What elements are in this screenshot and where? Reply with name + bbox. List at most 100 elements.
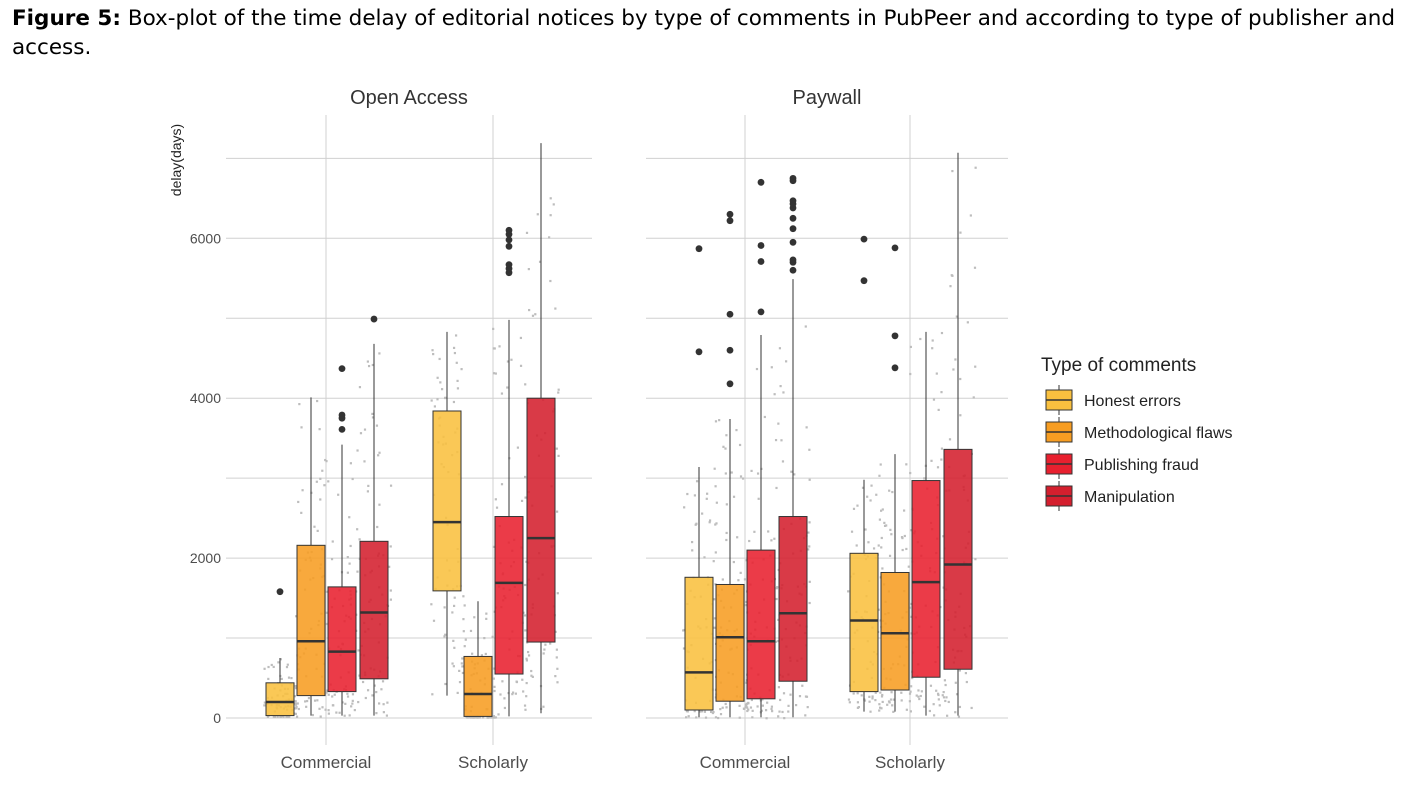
jitter-point: [492, 327, 495, 331]
jitter-point: [923, 705, 926, 708]
box-methodological-flaws: [463, 601, 493, 717]
jitter-point: [290, 677, 293, 680]
outlier-point: [789, 225, 797, 233]
jitter-point: [556, 681, 559, 684]
jitter-point: [946, 714, 949, 717]
jitter-point: [305, 705, 308, 708]
jitter-point: [750, 698, 753, 702]
outlier-point: [789, 174, 797, 182]
jitter-point: [890, 691, 893, 694]
box-iqr: [265, 682, 295, 717]
jitter-point: [525, 681, 528, 685]
box-methodological-flaws: [880, 244, 910, 712]
jitter-point: [765, 717, 768, 720]
jitter-point: [511, 691, 515, 694]
jitter-point: [516, 446, 520, 449]
jitter-point: [494, 372, 497, 375]
jitter-point: [466, 716, 469, 719]
jitter-point: [263, 701, 266, 704]
jitter-point: [856, 701, 860, 704]
jitter-point: [869, 499, 872, 502]
box-iqr: [778, 516, 808, 682]
jitter-point: [867, 541, 870, 544]
outlier-point: [891, 332, 899, 340]
jitter-point: [725, 503, 728, 506]
jitter-point: [874, 691, 877, 694]
jitter-point: [763, 415, 766, 419]
jitter-point: [555, 656, 558, 659]
jitter-point: [777, 686, 781, 689]
jitter-point: [775, 486, 778, 490]
jitter-point: [735, 428, 738, 432]
jitter-point: [714, 716, 718, 719]
outlier-point: [757, 242, 765, 249]
jitter-point: [348, 516, 351, 519]
box-methodological-flaws: [296, 397, 326, 716]
jitter-point: [525, 560, 528, 563]
jitter-point: [335, 711, 338, 714]
jitter-point: [903, 509, 906, 512]
jitter-point: [892, 698, 895, 701]
jitter-point: [966, 321, 969, 324]
jitter-point: [777, 618, 780, 621]
jitter-point: [869, 710, 872, 713]
jitter-point: [263, 667, 266, 670]
jitter-point: [880, 695, 884, 698]
jitter-point: [351, 702, 354, 705]
jitter-point: [380, 688, 383, 691]
box-manipulation: [943, 152, 973, 716]
jitter-point: [780, 439, 783, 442]
jitter-point: [881, 693, 884, 697]
jitter-point: [808, 478, 811, 481]
jitter-point: [389, 598, 392, 601]
jitter-point: [685, 716, 688, 719]
jitter-point: [793, 473, 796, 476]
jitter-point: [879, 691, 882, 694]
jitter-point: [787, 710, 790, 713]
y-tick-label: 4000: [190, 390, 221, 406]
jitter-point: [738, 716, 741, 719]
jitter-point: [874, 699, 877, 702]
jitter-point: [366, 360, 369, 363]
jitter-point: [463, 645, 466, 648]
jitter-point: [455, 361, 458, 364]
jitter-point: [915, 694, 918, 697]
jitter-point: [747, 708, 750, 711]
jitter-point: [691, 540, 694, 544]
box-iqr: [849, 552, 879, 693]
jitter-point: [542, 705, 545, 708]
jitter-point: [905, 708, 908, 711]
jitter-point: [714, 420, 718, 423]
jitter-point: [745, 704, 748, 707]
jitter-point: [430, 603, 433, 606]
jitter-point: [294, 687, 298, 690]
jitter-point: [682, 629, 685, 632]
panel-open-access: Open Access Commercial Scholarly: [226, 87, 592, 772]
jitter-point: [701, 512, 704, 515]
jitter-point: [311, 713, 314, 717]
jitter-point: [458, 681, 462, 684]
jitter-point: [969, 214, 972, 217]
jitter-point: [848, 701, 851, 704]
jitter-point: [804, 714, 807, 717]
jitter-point: [351, 477, 354, 481]
jitter-point: [357, 700, 360, 704]
jitter-point: [492, 372, 496, 375]
jitter-point: [462, 595, 465, 598]
jitter-point: [351, 699, 354, 702]
jitter-point: [493, 685, 496, 688]
jitter-point: [331, 540, 334, 543]
jitter-point: [444, 396, 447, 400]
legend-label: Manipulation: [1084, 489, 1175, 506]
jitter-point: [901, 548, 904, 552]
jitter-point: [356, 449, 359, 452]
jitter-point: [879, 463, 882, 466]
jitter-point: [807, 548, 810, 551]
jitter-point: [344, 702, 347, 705]
panel-title: Open Access: [350, 87, 468, 109]
jitter-point: [777, 715, 780, 718]
jitter-point: [905, 463, 908, 466]
jitter-point: [555, 648, 558, 651]
jitter-point: [911, 676, 914, 680]
outlier-point: [276, 588, 284, 596]
